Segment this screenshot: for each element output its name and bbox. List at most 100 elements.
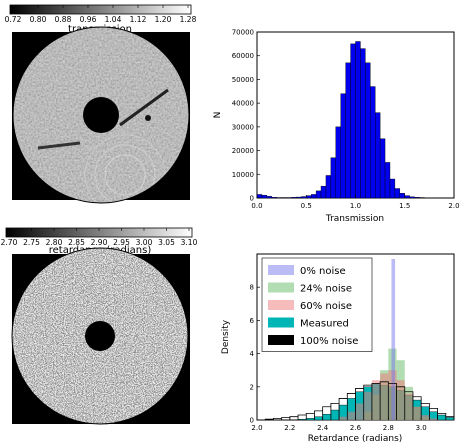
histogram-bar-0-noise xyxy=(391,258,396,420)
colorbar-tick-label: 2.80 xyxy=(46,238,63,247)
x-axis-ticks: 0.0 0.5 1.0 1.5 2.0 xyxy=(251,195,460,210)
histogram-bar xyxy=(379,138,386,199)
x-tick-label: 2.0 xyxy=(448,202,459,210)
x-tick-label: 2.0 xyxy=(251,424,262,432)
colorbar-tick-label: 2.95 xyxy=(113,238,130,247)
y-tick-label: 4 xyxy=(250,350,255,358)
y-tick-label: 0 xyxy=(250,417,254,425)
x-axis-ticks: 2.0 2.2 2.4 2.6 2.8 3.0 xyxy=(251,417,427,432)
histogram-bar-60-noise xyxy=(339,416,348,420)
histogram-bar xyxy=(394,188,401,199)
colorbar-ticks: 0.72 0.80 0.88 0.96 1.04 1.12 1.20 1.28 xyxy=(5,5,197,24)
y-tick-label: 6 xyxy=(250,317,255,325)
colorbar-tick-label: 0.96 xyxy=(80,15,97,24)
x-tick-label: 2.6 xyxy=(350,424,362,432)
scratch-mark xyxy=(37,141,81,150)
transmission-image xyxy=(12,26,190,204)
histogram-bar xyxy=(256,194,263,199)
histogram-bar xyxy=(335,126,341,199)
y-axis-label: N xyxy=(213,112,223,119)
legend-swatch xyxy=(268,300,294,310)
histogram-bar-60-noise xyxy=(396,380,405,420)
histogram-bar-60-noise xyxy=(380,373,389,420)
histogram-bar xyxy=(315,190,322,199)
retardance-histogram: 2.0 2.2 2.4 2.6 2.8 3.0 0 2 4 6 8 0% noise 24% noi… xyxy=(221,253,455,444)
histogram-bar xyxy=(360,48,366,199)
colorbar-tick-label: 3.10 xyxy=(181,238,198,247)
histogram-bar xyxy=(325,175,332,199)
histogram-bar-60-noise xyxy=(412,406,422,420)
y-tick-label: 20000 xyxy=(232,147,254,155)
histogram-bar-measured xyxy=(314,416,323,421)
histogram-bar-measured xyxy=(445,417,455,421)
histogram-bar xyxy=(345,62,351,199)
x-tick-label: 2.2 xyxy=(284,424,295,432)
y-tick-label: 0 xyxy=(250,195,254,203)
histogram-bar-60-noise xyxy=(355,403,364,420)
colorbar-tick-label: 1.28 xyxy=(180,15,197,24)
colorbar-tick-label: 3.05 xyxy=(158,238,175,247)
histogram-bar xyxy=(404,195,410,199)
x-tick-label: 1.5 xyxy=(399,202,410,210)
colorbar-tick-label: 2.90 xyxy=(91,238,108,247)
histogram-bar xyxy=(261,194,268,199)
x-tick-label: 3.0 xyxy=(416,424,427,432)
x-tick-label: 0.5 xyxy=(301,202,312,210)
legend-label: Measured xyxy=(300,319,349,330)
x-axis-label: Retardance (radians) xyxy=(308,434,403,444)
colorbar-tick-label: 3.00 xyxy=(136,238,153,247)
histogram-bar-measured xyxy=(437,414,446,421)
y-tick-label: 2 xyxy=(250,383,254,391)
histogram-bar xyxy=(320,185,327,199)
histogram-bar-measured xyxy=(330,409,340,421)
legend-label: 60% noise xyxy=(300,301,352,312)
x-tick-label: 0.0 xyxy=(251,202,262,210)
y-tick-label: 10000 xyxy=(232,171,254,179)
x-tick-label: 1.0 xyxy=(350,202,361,210)
histogram-bar xyxy=(389,178,396,199)
colorbar-tick-label: 1.20 xyxy=(155,15,172,24)
legend-swatch xyxy=(268,335,294,345)
histogram-bars xyxy=(256,41,455,199)
histogram-bar xyxy=(370,86,376,199)
x-axis-label: Transmission xyxy=(325,214,384,224)
histogram-bar xyxy=(330,157,337,199)
y-axis-ticks: 0 2 4 6 8 xyxy=(250,284,260,425)
histogram-bar-60-noise xyxy=(347,411,356,420)
disk-center-hole xyxy=(85,321,115,351)
colorbar-tick-label: 0.72 xyxy=(5,15,22,24)
histogram-bar xyxy=(355,41,361,199)
colorbar-gradient xyxy=(9,4,192,15)
legend: 0% noise 24% noise 60% noise Measured 100% n… xyxy=(261,257,373,352)
legend-swatch xyxy=(268,282,294,293)
histogram-bar xyxy=(296,196,302,199)
legend-swatch xyxy=(268,317,294,328)
retardance-image xyxy=(11,247,190,425)
histogram-bar-60-noise xyxy=(429,418,438,420)
histogram-bar xyxy=(271,197,277,199)
histogram-bar-60-noise xyxy=(363,391,372,420)
legend-swatch xyxy=(268,265,294,275)
histogram-bar xyxy=(384,162,391,199)
legend-label: 24% noise xyxy=(300,284,352,295)
colorbar-tick-label: 1.04 xyxy=(105,15,122,24)
colorbar-tick-label: 0.80 xyxy=(30,15,47,24)
histogram-bar xyxy=(301,196,307,199)
histogram-outline-100-noise xyxy=(264,381,455,420)
histogram-bar xyxy=(409,196,415,199)
histogram-bar-60-noise xyxy=(421,415,430,420)
y-axis-ticks: 0 10000 20000 30000 40000 50000 60000 70000 xyxy=(232,29,260,203)
histogram-bar xyxy=(306,195,312,199)
histogram-bar xyxy=(414,197,420,199)
histogram-bar xyxy=(291,197,297,199)
x-tick-label: 2.8 xyxy=(383,424,394,432)
transmission-histogram: 0.0 0.5 1.0 1.5 2.0 0 10000 20000 30000 40000 500… xyxy=(213,29,460,225)
colorbar-tick-label: 1.12 xyxy=(130,15,147,24)
histogram-bar xyxy=(266,196,272,199)
y-tick-label: 50000 xyxy=(232,76,254,84)
y-tick-label: 8 xyxy=(250,284,254,292)
colorbar-tick-label: 2.70 xyxy=(1,238,18,247)
histogram-bar xyxy=(365,62,371,199)
legend-label: 100% noise xyxy=(300,336,358,347)
